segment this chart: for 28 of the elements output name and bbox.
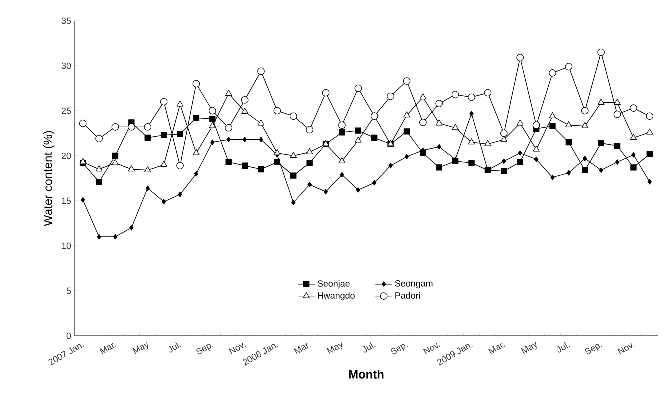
y-tick-label: 15 [62,198,72,204]
x-tick-label: Mar. [294,343,311,355]
y-axis-title: Water content (%) [44,131,55,226]
legend-label: Seongam [395,280,433,289]
y-tick-label: 5 [66,288,72,294]
legend-label: Seonjae [318,280,350,289]
x-tick-label: Mar. [488,343,506,355]
x-tick-label: Nov. [618,342,635,355]
x-tick-label: Jul. [168,342,182,353]
y-tick-label: 35 [62,18,72,24]
x-tick-label: Mar. [100,343,117,355]
x-tick-label: May [132,342,148,354]
x-tick-label: Sep. [390,344,408,355]
y-tick-label: 0 [66,332,72,340]
x-tick-label: May [521,342,537,354]
y-tick-label: 20 [62,152,72,160]
y-tick-label: 25 [62,108,72,114]
x-tick-label: Jul. [557,342,570,353]
x-axis-title: Month [349,370,384,379]
y-tick-label: 30 [62,62,72,70]
y-tick-label: 10 [62,242,72,250]
x-tick-label: 2007 Jan. [48,344,84,366]
x-tick-label: Sep. [585,344,602,355]
legend-label: Hwangdo [318,292,355,301]
x-tick-label: Jul. [362,342,376,353]
legend-label: Padori [396,292,420,299]
x-tick-label: May [326,342,343,354]
x-tick-label: Sep. [196,344,214,355]
